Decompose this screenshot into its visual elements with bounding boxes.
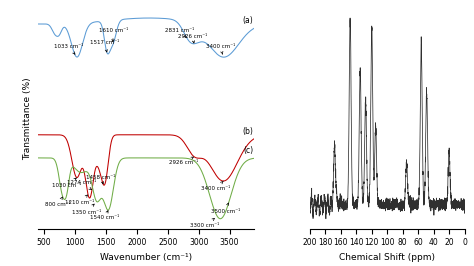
Text: 1517 cm⁻¹: 1517 cm⁻¹ <box>90 40 119 52</box>
Text: 1610 cm⁻¹: 1610 cm⁻¹ <box>99 28 128 42</box>
Text: 1210 cm⁻¹: 1210 cm⁻¹ <box>65 195 95 205</box>
Text: 3300 cm⁻¹: 3300 cm⁻¹ <box>190 218 219 228</box>
Text: 800 cm⁻¹: 800 cm⁻¹ <box>45 197 71 207</box>
Text: 3500 cm⁻¹: 3500 cm⁻¹ <box>210 203 240 214</box>
Text: 2831 cm⁻¹: 2831 cm⁻¹ <box>165 28 195 38</box>
Text: 1458 cm⁻¹: 1458 cm⁻¹ <box>86 175 116 184</box>
X-axis label: Wavenumber (cm⁻¹): Wavenumber (cm⁻¹) <box>100 253 192 262</box>
Text: 2926 cm⁻¹: 2926 cm⁻¹ <box>178 34 207 43</box>
X-axis label: Chemical Shift (ppm): Chemical Shift (ppm) <box>339 253 435 262</box>
Text: (c): (c) <box>243 146 253 155</box>
Text: 3400 cm⁻¹: 3400 cm⁻¹ <box>201 181 231 191</box>
Text: 2926 cm⁻¹: 2926 cm⁻¹ <box>169 157 198 165</box>
Text: 3400 cm⁻¹: 3400 cm⁻¹ <box>206 44 235 54</box>
Text: 1033 cm⁻¹: 1033 cm⁻¹ <box>54 44 83 54</box>
Text: 1540 cm⁻¹: 1540 cm⁻¹ <box>90 211 119 220</box>
Text: 1030 cm⁻¹: 1030 cm⁻¹ <box>52 178 82 189</box>
Y-axis label: Transmittance (%): Transmittance (%) <box>23 77 32 160</box>
Text: (a): (a) <box>242 16 253 25</box>
Text: 1274 cm⁻¹: 1274 cm⁻¹ <box>66 180 96 190</box>
Text: 1350 cm⁻¹: 1350 cm⁻¹ <box>72 204 101 215</box>
Text: (b): (b) <box>242 127 253 136</box>
